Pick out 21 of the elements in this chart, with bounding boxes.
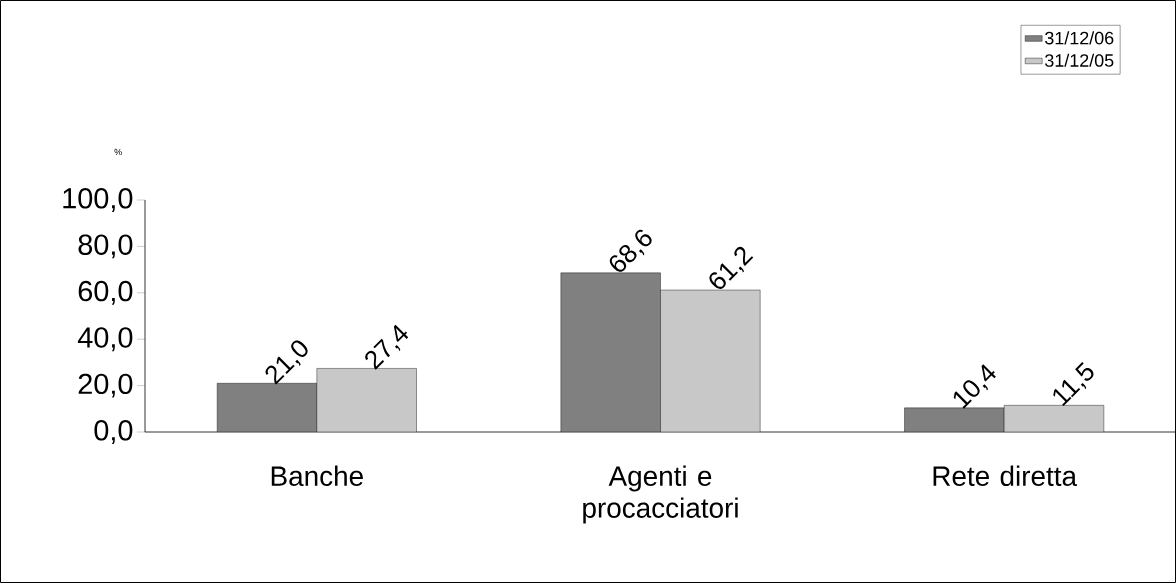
y-tick-label: 60,0	[78, 280, 133, 305]
legend-label: 31/12/05	[1045, 53, 1114, 67]
bar	[660, 289, 761, 432]
x-tick-label: Banche	[271, 465, 363, 486]
y-tick-label: 20,0	[78, 373, 133, 398]
bar	[216, 383, 318, 432]
y-tick-label: 40,0	[77, 327, 133, 352]
x-tick-label: Agenti e procacciatori	[583, 465, 738, 524]
y-axis-title: %	[114, 148, 122, 156]
data-label: 68,6	[609, 229, 652, 272]
bar	[560, 272, 661, 432]
data-label: 61,2	[709, 246, 754, 289]
y-tick-label: 100,0	[63, 188, 133, 212]
bar	[316, 368, 417, 432]
y-tick-label: 80,0	[78, 234, 133, 259]
x-tick-label: Rete diretta	[933, 465, 1078, 486]
data-label: 11,5	[1053, 362, 1094, 407]
bar	[904, 407, 1005, 432]
y-tick-label: 0,0	[94, 420, 133, 444]
bar	[1003, 405, 1105, 432]
legend-label: 31/12/06	[1045, 31, 1114, 45]
